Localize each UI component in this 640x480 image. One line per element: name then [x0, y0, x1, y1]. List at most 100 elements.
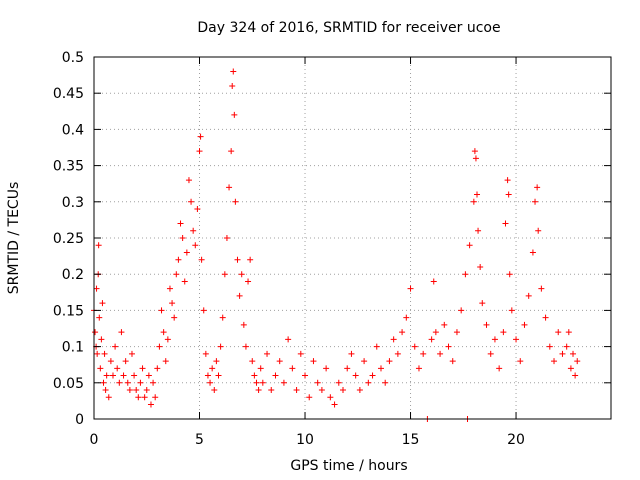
- data-point: [196, 148, 203, 155]
- data-point: [471, 148, 478, 155]
- data-point: [415, 365, 422, 372]
- data-point: [160, 329, 167, 336]
- data-point: [276, 358, 283, 365]
- data-point: [100, 379, 107, 386]
- data-point: [348, 350, 355, 357]
- data-point: [525, 292, 532, 299]
- data-point: [169, 300, 176, 307]
- data-point: [293, 387, 300, 394]
- data-point: [310, 358, 317, 365]
- data-point: [147, 401, 154, 408]
- data-point: [565, 329, 572, 336]
- data-point: [122, 358, 129, 365]
- data-point: [247, 256, 254, 263]
- data-point: [93, 285, 100, 292]
- data-point: [131, 372, 138, 379]
- data-point: [323, 365, 330, 372]
- data-point: [314, 379, 321, 386]
- data-point: [133, 387, 140, 394]
- data-point: [407, 285, 414, 292]
- y-tick-label: 0.15: [53, 303, 84, 319]
- x-tick-labels: 0 5 10 15 20: [90, 432, 525, 448]
- data-point: [112, 343, 119, 350]
- data-point: [236, 292, 243, 299]
- data-point: [483, 321, 490, 328]
- data-point: [192, 242, 199, 249]
- data-point: [240, 321, 247, 328]
- data-point: [251, 372, 258, 379]
- data-point: [166, 285, 173, 292]
- data-point: [538, 285, 545, 292]
- data-point: [179, 235, 186, 241]
- data-point: [177, 220, 184, 227]
- data-point: [505, 191, 512, 198]
- data-point: [487, 350, 494, 357]
- y-tick-label: 0.25: [53, 231, 84, 247]
- data-point: [158, 307, 165, 314]
- data-point: [141, 394, 148, 401]
- plot-frame: [93, 56, 612, 420]
- data-point: [185, 177, 192, 184]
- data-point: [479, 300, 486, 307]
- data-point: [470, 198, 477, 205]
- data-point: [219, 314, 226, 321]
- data-point: [399, 329, 406, 336]
- data-point: [92, 329, 99, 336]
- data-point: [472, 155, 479, 162]
- y-tick-label: 0.2: [62, 267, 84, 283]
- data-point: [197, 133, 204, 140]
- chart-title: Day 324 of 2016, SRMTID for receiver uco…: [197, 20, 500, 36]
- data-point: [217, 343, 224, 350]
- data-point: [513, 336, 520, 343]
- data-point: [504, 177, 511, 184]
- data-point: [491, 336, 498, 343]
- y-tick-label: 0.4: [62, 122, 84, 138]
- data-point: [496, 365, 503, 372]
- data-point: [200, 307, 207, 314]
- data-point: [458, 307, 465, 314]
- data-point: [228, 148, 235, 155]
- data-point: [118, 329, 125, 336]
- data-point: [99, 300, 106, 307]
- data-point: [135, 394, 142, 401]
- data-point: [145, 372, 152, 379]
- data-point: [327, 394, 334, 401]
- data-point: [373, 343, 380, 350]
- y-tick-label: 0: [75, 412, 84, 428]
- data-point: [223, 235, 230, 241]
- y-tick-label: 0.3: [62, 195, 84, 211]
- y-tick-label: 0.5: [62, 50, 84, 66]
- data-point: [150, 379, 157, 386]
- data-point: [369, 372, 376, 379]
- data-point: [107, 358, 114, 365]
- y-tick-label: 0.35: [53, 159, 84, 175]
- data-point: [268, 387, 275, 394]
- data-point: [215, 372, 222, 379]
- data-point: [449, 358, 456, 365]
- data-point: [344, 365, 351, 372]
- data-point: [437, 350, 444, 357]
- data-point: [114, 365, 121, 372]
- data-point: [207, 379, 214, 386]
- data-point: [352, 372, 359, 379]
- x-tick-label: 15: [402, 432, 420, 448]
- data-point: [230, 68, 237, 75]
- gridlines: [94, 57, 611, 419]
- data-point: [289, 365, 296, 372]
- data-point: [109, 372, 116, 379]
- data-point: [204, 372, 211, 379]
- data-point: [428, 336, 435, 343]
- data-point: [466, 242, 473, 249]
- data-point: [95, 242, 102, 249]
- data-point: [105, 394, 112, 401]
- data-point: [234, 256, 241, 263]
- data-point: [462, 271, 469, 278]
- data-point: [356, 387, 363, 394]
- y-tick-label: 0.05: [53, 376, 84, 392]
- data-point: [280, 379, 287, 386]
- data-point: [475, 227, 482, 234]
- data-point: [232, 198, 239, 205]
- data-point: [272, 372, 279, 379]
- data-point: [255, 387, 262, 394]
